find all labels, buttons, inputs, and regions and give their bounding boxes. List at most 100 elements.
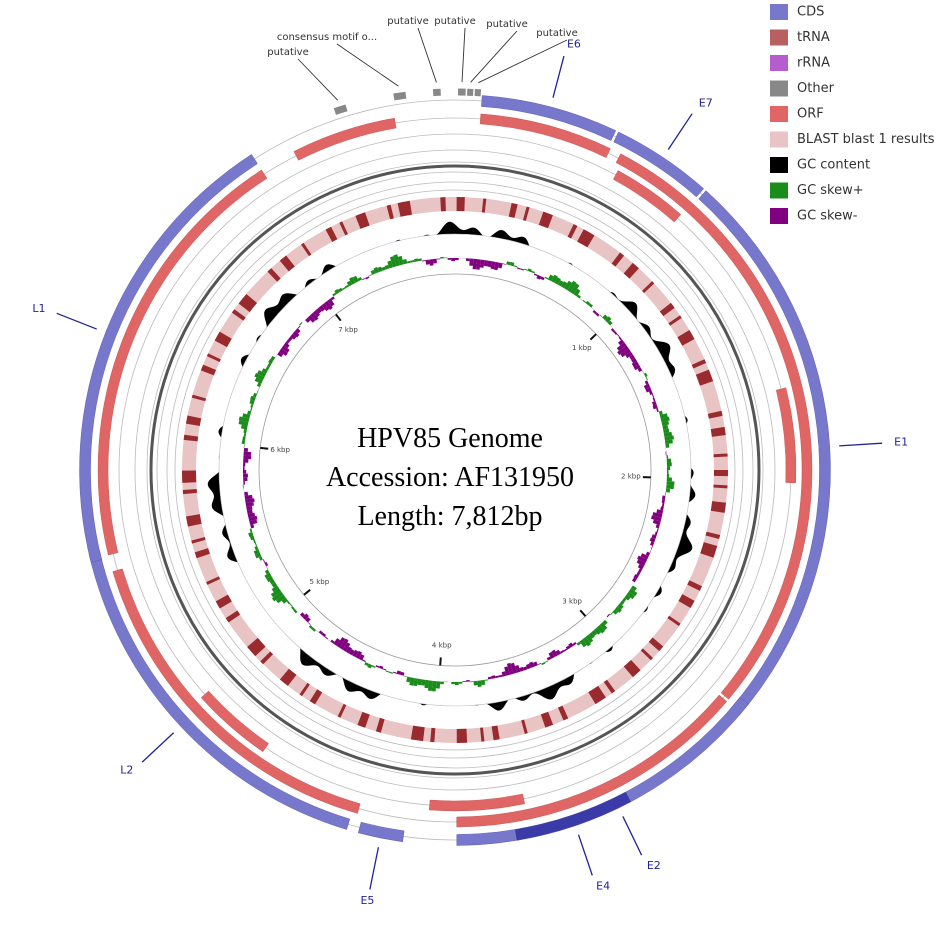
legend-swatch	[770, 55, 788, 71]
gc-skew	[250, 407, 253, 412]
gc-skew	[266, 576, 274, 583]
gc-skew	[663, 431, 673, 437]
gc-skew	[640, 553, 649, 560]
gc-skew	[501, 671, 507, 677]
gc-skew	[262, 559, 266, 563]
gc-skew	[307, 314, 316, 323]
gc-skew	[271, 591, 284, 602]
gc-skew	[513, 265, 518, 268]
other-leader	[336, 43, 399, 87]
gc-skew	[662, 424, 669, 430]
gc-skew	[610, 611, 614, 616]
orf-arc	[613, 170, 682, 223]
gc-skew	[362, 659, 366, 663]
orf-arc	[479, 113, 611, 158]
other-label: putative	[486, 19, 528, 30]
gc-skew	[345, 646, 352, 654]
gc-skew	[318, 630, 324, 635]
other-label: consensus motif o...	[277, 32, 377, 43]
gc-skew	[506, 662, 514, 675]
gc-skew	[630, 585, 637, 592]
gc-skew	[417, 678, 422, 686]
gc-skew	[620, 348, 631, 358]
gc-skew	[256, 390, 259, 395]
gc-skew	[541, 662, 546, 666]
gc-skew	[649, 549, 652, 553]
gc-skew	[396, 670, 402, 675]
gc-skew	[334, 288, 340, 295]
gc-skew	[339, 638, 349, 650]
gc-skew	[440, 681, 444, 685]
gc-skew	[349, 276, 356, 285]
gc-skew	[585, 300, 591, 306]
gc-skew	[447, 258, 452, 260]
legend-label: GC skew+	[797, 183, 864, 198]
gc-skew	[576, 294, 581, 299]
gc-skew	[622, 597, 627, 603]
gc-skew	[247, 410, 252, 416]
gc-skew	[465, 258, 470, 262]
gc-skew	[466, 680, 470, 682]
gc-skew	[491, 675, 496, 679]
gc-skew	[421, 260, 426, 262]
tick-label: 2 kbp	[621, 473, 641, 481]
track-circle	[166, 181, 744, 759]
gc-skew	[656, 408, 659, 413]
gc-skew	[330, 296, 335, 301]
gc-skew	[633, 364, 641, 371]
gc-skew	[546, 656, 552, 661]
gc-skew	[269, 579, 276, 585]
gc-skew	[628, 588, 638, 597]
other-leader	[470, 30, 518, 83]
gc-skew	[636, 559, 646, 567]
gc-skew	[385, 670, 390, 673]
orf-arc	[775, 387, 797, 484]
gc-skew	[451, 258, 455, 262]
gc-skew	[302, 613, 309, 620]
other-leader	[461, 27, 466, 83]
gc-skew	[506, 261, 511, 266]
tick-mark	[260, 446, 269, 450]
gc-skew	[469, 258, 474, 266]
gc-skew	[626, 591, 635, 600]
gc-skew	[299, 321, 303, 326]
gc-skew	[504, 666, 510, 676]
gc-skew	[554, 277, 561, 285]
gc-skew	[625, 351, 633, 359]
center-accession: Accession: AF131950	[326, 462, 574, 493]
gc-skew	[270, 588, 282, 598]
feature-label: E2	[647, 859, 661, 872]
gc-skew	[268, 358, 274, 364]
gc-skew	[565, 645, 571, 650]
gc-skew	[238, 420, 249, 426]
gc-skew	[637, 564, 644, 570]
gc-skew	[661, 502, 665, 507]
gc-skew	[483, 260, 489, 267]
other-arc	[432, 88, 441, 97]
gc-skew	[533, 273, 538, 277]
tick-label: 5 kbp	[310, 578, 330, 586]
gc-skew	[252, 539, 256, 544]
gc-skew	[367, 663, 373, 669]
gc-skew	[493, 261, 500, 271]
gc-skew	[631, 360, 639, 367]
gc-skew	[599, 314, 603, 318]
gc-skew	[249, 535, 255, 541]
tick-mark	[439, 657, 442, 666]
gc-skew	[271, 585, 280, 593]
legend-label: BLAST blast 1 results	[797, 132, 935, 147]
gc-skew	[585, 634, 594, 644]
gc-skew	[324, 300, 333, 310]
legend-swatch	[770, 80, 788, 97]
tick-label: 3 kbp	[562, 597, 582, 605]
gc-skew	[479, 259, 485, 268]
gc-skew	[530, 270, 535, 274]
tick-label: 1 kbp	[572, 344, 592, 352]
gc-skew	[357, 277, 363, 282]
gc-skew	[473, 680, 478, 686]
gc-skew	[413, 678, 419, 687]
gc-skew	[618, 339, 625, 346]
gc-skew	[650, 545, 653, 550]
gc-skew	[246, 505, 253, 511]
gc-skew	[431, 680, 437, 692]
